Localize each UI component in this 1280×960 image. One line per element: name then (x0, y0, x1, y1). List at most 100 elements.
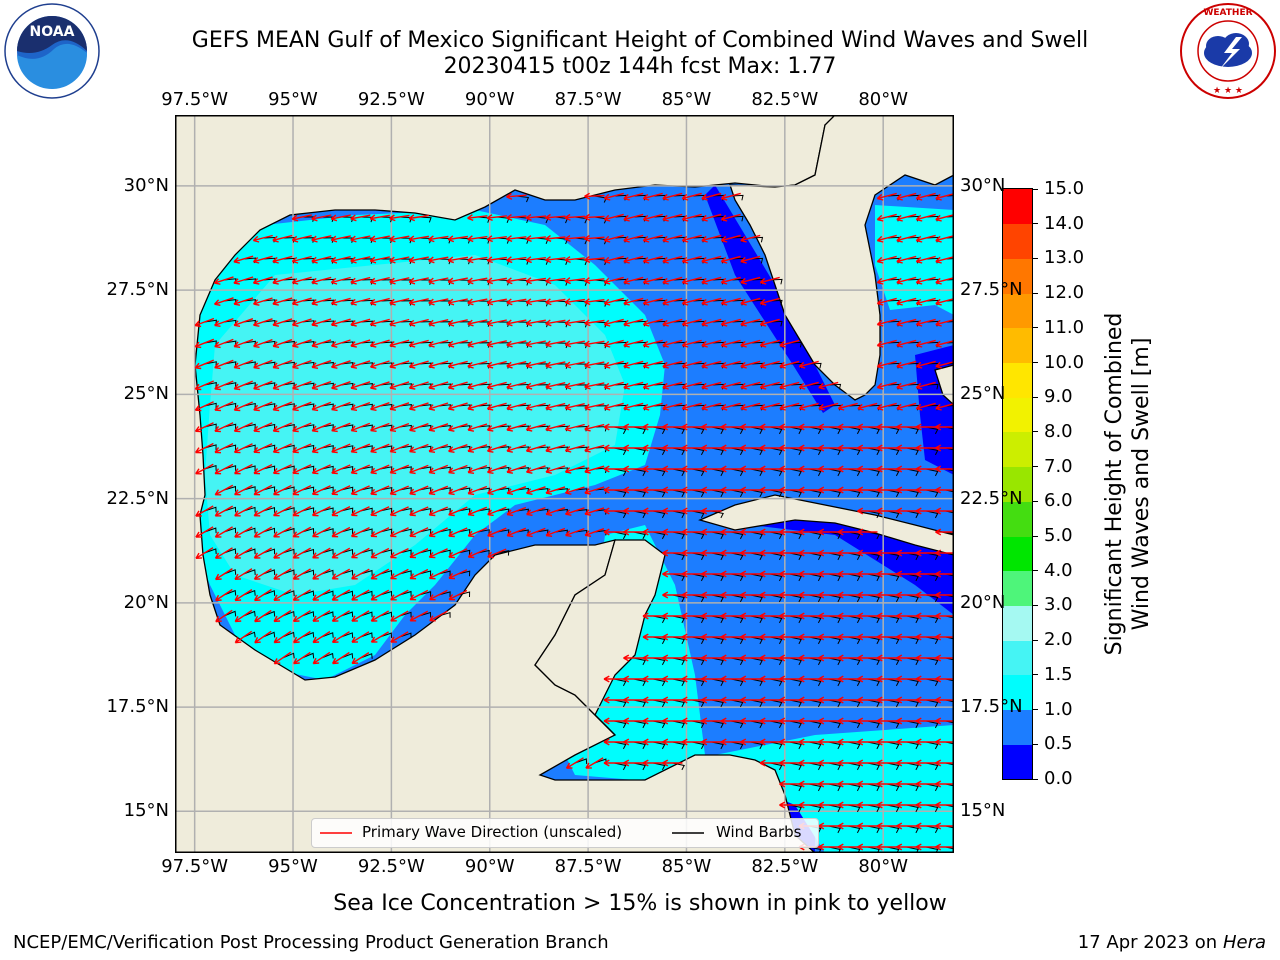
wind-barb-688 (340, 632, 354, 638)
wave-arrow-263 (759, 360, 780, 369)
wind-barb-464 (262, 486, 276, 492)
wave-arrow-483 (623, 486, 644, 494)
wind-barb-445 (633, 468, 646, 477)
wave-arrow-665 (409, 610, 429, 622)
wave-arrow-639 (448, 589, 468, 601)
wave-arrow-278 (350, 381, 371, 390)
wind-barb-759 (828, 699, 841, 708)
wave-arrow-655 (215, 609, 233, 623)
colorbar-tick-mark-16 (1032, 223, 1038, 225)
wave-arrow-339 (837, 402, 858, 411)
wave-arrow-546 (467, 527, 487, 538)
wind-barb-738 (769, 678, 783, 687)
wind-barb-824 (906, 783, 919, 792)
wave-arrow-71 (291, 255, 312, 264)
wind-barb-658 (282, 610, 295, 617)
wave-arrow-612 (662, 570, 683, 578)
wind-barb-804 (613, 762, 627, 771)
wind-barb-592 (828, 552, 841, 561)
wave-arrow-713 (623, 654, 644, 662)
wind-barb-724 (847, 657, 861, 666)
wave-arrow-179 (467, 319, 488, 327)
wind-barb-451 (750, 468, 763, 477)
wave-arrow-212 (447, 339, 468, 348)
wind-barb-574 (321, 548, 334, 555)
wave-arrow-481 (584, 486, 605, 495)
colorbar-segment-2 (1003, 674, 1032, 711)
wave-arrow-378 (837, 423, 858, 431)
wind-barb-447 (672, 468, 685, 477)
wind-barb-785 (633, 741, 646, 750)
wave-arrow-627 (215, 588, 233, 602)
wind-barb-382 (925, 426, 939, 435)
wind-barb-555 (652, 531, 666, 540)
wave-arrow-196 (896, 318, 917, 327)
colorbar-tick-label-9: 7.0 (1044, 455, 1073, 477)
wind-barb-466 (301, 486, 315, 493)
wind-barb-131 (945, 279, 954, 281)
colorbar-segment-0 (1003, 744, 1032, 780)
wind-barb-676 (828, 615, 841, 624)
wave-arrow-244 (389, 360, 410, 369)
wind-barb-691 (399, 632, 412, 639)
colorbar-tick-label-4: 2.0 (1044, 629, 1073, 651)
wave-arrow-353 (350, 422, 371, 433)
wind-barb-713 (633, 657, 646, 666)
wave-arrow-492 (798, 486, 819, 494)
wind-barb-758 (808, 699, 822, 708)
wave-arrow-425 (234, 463, 253, 475)
wave-arrow-224 (681, 339, 702, 348)
wind-barb-544 (438, 528, 451, 535)
wave-arrow-90 (662, 255, 683, 264)
wind-barb-583 (496, 550, 510, 556)
wave-arrow-468 (331, 485, 351, 496)
wave-arrow-61 (701, 234, 722, 243)
wave-arrow-226 (720, 339, 741, 348)
wave-arrow-648 (818, 591, 839, 599)
wave-arrow-389 (292, 443, 312, 454)
wave-arrow-405 (603, 444, 624, 452)
wave-arrow-247 (447, 360, 468, 369)
wind-barb-416 (828, 447, 841, 456)
wave-arrow-569 (214, 547, 233, 559)
wave-arrow-600 (234, 568, 253, 580)
colorbar-tick-label-17: 15.0 (1044, 178, 1085, 199)
wave-arrow-107 (369, 277, 390, 285)
wave-arrow-645 (759, 591, 780, 599)
wave-arrow-707 (935, 633, 954, 641)
wind-barb-746 (925, 678, 939, 687)
wind-barb-348 (262, 423, 276, 430)
land-us-mexico-west (175, 115, 954, 853)
footer-date: 17 Apr 2023 on (1077, 932, 1223, 953)
wave-arrow-115 (525, 277, 547, 285)
wave-arrow-342 (896, 402, 917, 411)
wind-barb-827 (789, 804, 802, 813)
wind-barb-813 (867, 762, 880, 771)
wind-barb-384 (204, 444, 217, 450)
wave-arrow-495 (857, 486, 878, 494)
wave-arrow-66 (915, 234, 936, 243)
wave-arrow-189 (662, 318, 683, 327)
wave-arrow-331 (681, 402, 702, 411)
wave-arrow-530 (915, 507, 936, 515)
wind-barb-577 (379, 549, 393, 555)
wind-barb-385 (223, 444, 237, 451)
wave-arrow-408 (662, 444, 683, 452)
wind-barb-483 (633, 489, 646, 498)
wind-barb-387 (262, 444, 276, 451)
wind-barb-527 (867, 510, 880, 519)
colorbar-tick-mark-10 (1032, 431, 1038, 433)
wind-barb-560 (750, 531, 763, 540)
wind-barb-373 (750, 426, 763, 435)
wave-arrow-766 (603, 717, 624, 725)
wind-barb-689 (360, 632, 373, 639)
wave-arrow-136 (291, 297, 312, 306)
wave-arrow-190 (681, 318, 702, 327)
wave-arrow-336 (779, 402, 800, 411)
wind-barb-795 (828, 741, 841, 750)
wave-arrow-653 (915, 591, 936, 599)
wind-barb-511 (418, 507, 432, 514)
wave-arrow-111 (447, 277, 468, 285)
wave-arrow-453 (779, 465, 800, 473)
wave-arrow-537 (292, 526, 312, 538)
